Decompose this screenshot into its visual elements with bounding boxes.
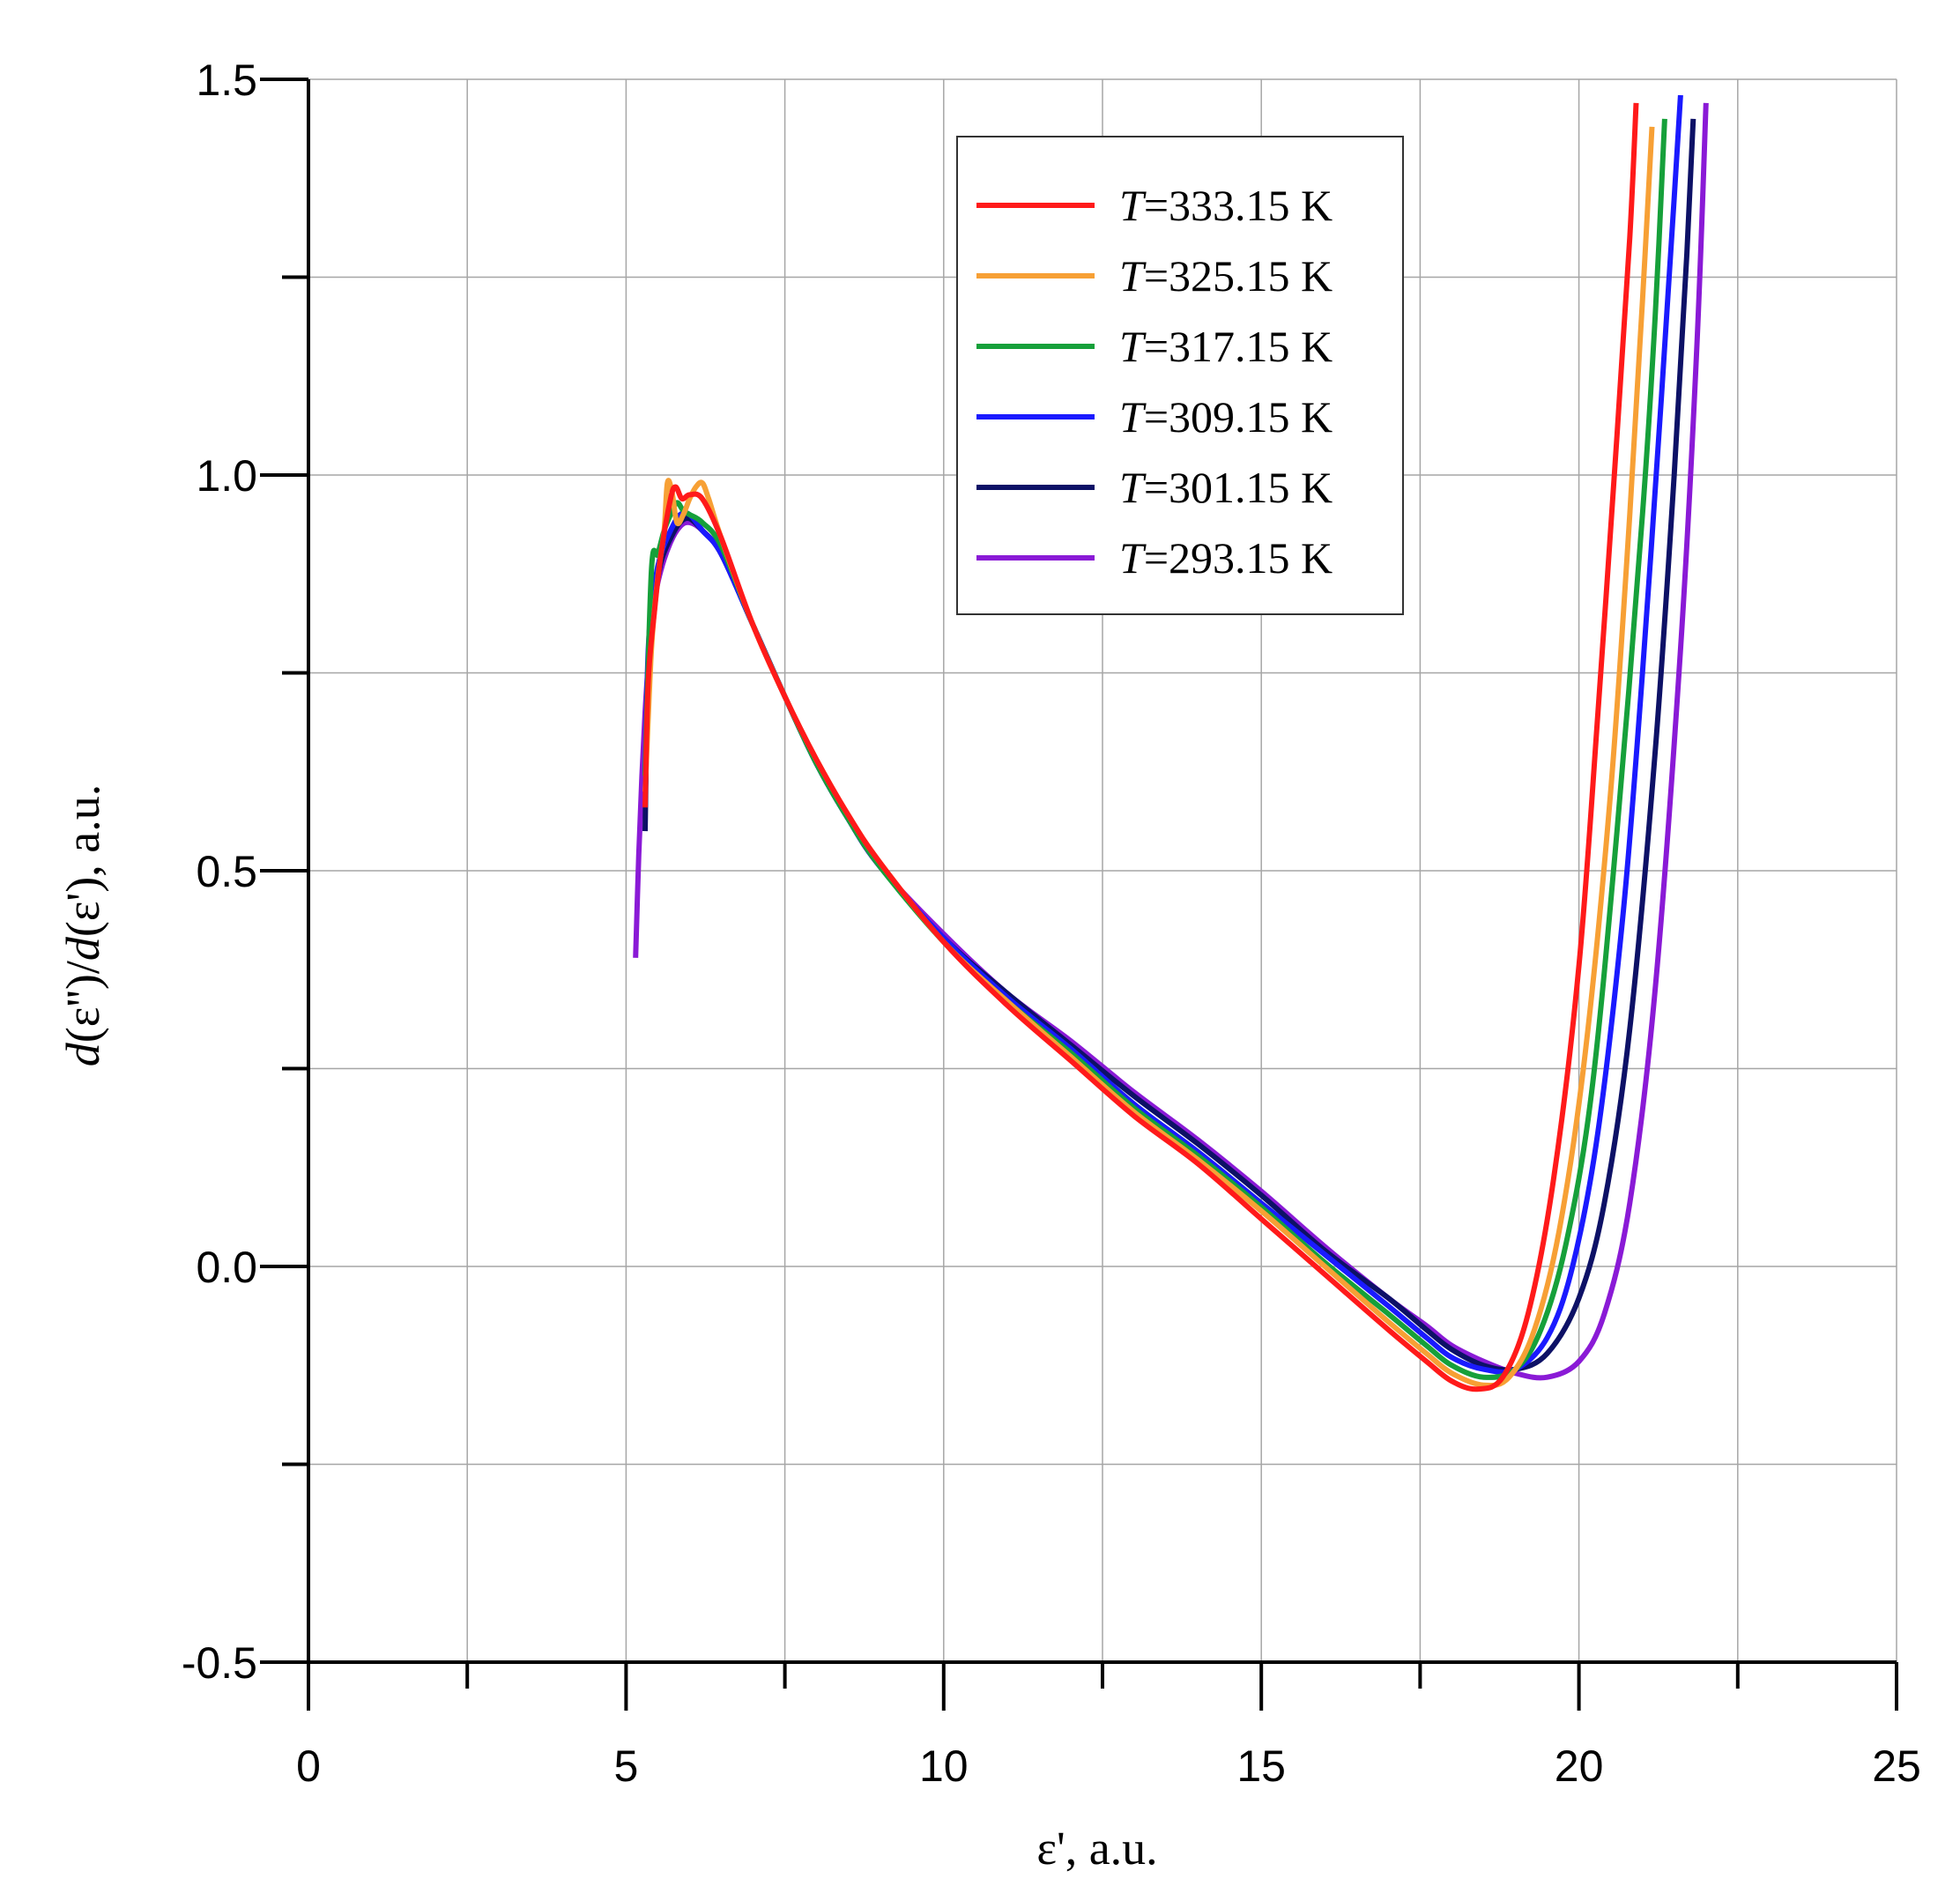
x-tick-label: 10 xyxy=(919,1741,969,1791)
y-tick-label: -0.5 xyxy=(182,1638,257,1688)
series-line xyxy=(642,118,1696,1373)
y-axis-title: d(ε'')/d(ε'), a.u. xyxy=(56,784,109,1066)
x-axis-title: ε', a.u. xyxy=(1036,1822,1157,1875)
y-tick-label: 1.0 xyxy=(196,451,257,501)
legend-label: T=293.15 K xyxy=(1119,533,1333,583)
y-tick-label: 0.5 xyxy=(196,847,257,896)
legend-label-value: =317.15 K xyxy=(1144,322,1333,371)
x-tick-label: 5 xyxy=(613,1741,638,1791)
series-lines xyxy=(633,94,1709,1392)
x-tick-label: 25 xyxy=(1872,1741,1921,1791)
legend-label-value: =325.15 K xyxy=(1144,251,1333,301)
legend: T=333.15 KT=325.15 KT=317.15 KT=309.15 K… xyxy=(956,136,1404,615)
x-tick-label: 15 xyxy=(1236,1741,1286,1791)
legend-label: T=325.15 K xyxy=(1119,251,1333,301)
tick-labels: -0.5 0.0 0.5 1.0 1.5 0 5 10 15 20 25 xyxy=(182,56,1921,1791)
axes xyxy=(260,78,1898,1711)
legend-label-symbol: T xyxy=(1119,181,1147,230)
legend-label: T=309.15 K xyxy=(1119,392,1333,442)
series-line xyxy=(642,126,1655,1389)
legend-label-symbol: T xyxy=(1119,322,1147,371)
legend-label: T=333.15 K xyxy=(1119,181,1333,230)
x-tick-label: 20 xyxy=(1555,1741,1604,1791)
legend-label-symbol: T xyxy=(1119,463,1147,512)
legend-label-value: =293.15 K xyxy=(1144,533,1333,583)
legend-label-value: =301.15 K xyxy=(1144,463,1333,512)
x-tick-label: 0 xyxy=(296,1741,321,1791)
series-line xyxy=(642,102,1639,1392)
legend-label: T=317.15 K xyxy=(1119,322,1333,371)
y-tick-label: 0.0 xyxy=(196,1243,257,1292)
legend-label-symbol: T xyxy=(1119,251,1147,301)
legend-label-value: =309.15 K xyxy=(1144,392,1333,442)
legend-label: T=301.15 K xyxy=(1119,463,1333,512)
legend-box xyxy=(956,136,1404,615)
y-tick-label: 1.5 xyxy=(196,56,257,105)
legend-label-symbol: T xyxy=(1119,533,1147,583)
legend-label-value: =333.15 K xyxy=(1144,181,1333,230)
legend-label-symbol: T xyxy=(1119,392,1147,442)
